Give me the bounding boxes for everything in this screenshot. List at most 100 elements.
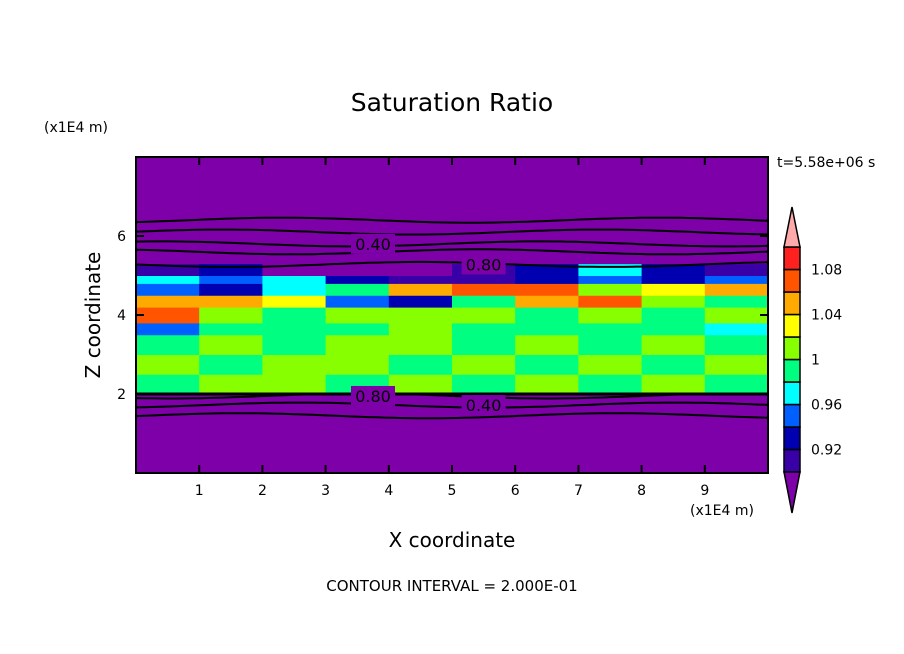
time-annotation: t=5.58e+06 s [777,155,876,171]
colorbar-box [783,448,801,473]
x-tick-label: 3 [321,483,330,499]
field-cell [578,283,643,296]
field-cell [325,334,390,355]
field-cell [578,275,643,284]
field-layer [136,157,768,473]
field-cell [452,334,516,355]
field-cell [704,374,768,395]
y-axis-unit: (x1E4 m) [44,120,108,136]
field-cell [262,307,327,324]
field-cell [388,157,453,265]
field-cell [388,275,453,284]
field-cell [388,295,453,308]
contour-label-layer: 0.40 0.80 0.80 0.40 [351,233,506,416]
x-tick-label: 9 [700,483,709,499]
field-cell [388,334,453,355]
contour-line [136,401,768,409]
field-cell [515,322,579,336]
field-cell [704,283,768,296]
colorbar-box [783,358,801,383]
field-cell [641,374,706,395]
field-cell [578,157,643,265]
field-cell [199,283,263,296]
field-cell [452,283,516,296]
field-cell [515,275,579,284]
y-tick-label: 4 [117,308,126,324]
field-cell [388,374,453,395]
field-cell [136,157,200,265]
colorbar-tick-label: 1 [811,353,820,369]
x-tick-label: 2 [258,483,267,499]
field-cell [262,354,327,375]
colorbar-tick-label: 0.92 [811,443,842,459]
field-cell [704,354,768,375]
x-tick-label: 5 [448,483,457,499]
contour-interval-note: CONTOUR INTERVAL = 2.000E-01 [326,577,578,595]
contour-line [136,228,768,236]
field-cell [578,354,643,375]
field-cell [136,334,200,355]
contour-line [136,248,768,256]
field-cell [262,394,327,473]
colorbar-over-triangle [783,206,801,248]
x-tick-label: 6 [511,483,520,499]
colorbar-tick-label: 1.04 [811,308,842,324]
field-cell [515,283,579,296]
chart-title: Saturation Ratio [350,88,554,117]
field-cell [325,307,390,324]
field-cell [515,157,579,265]
field-cell [325,354,390,375]
y-tick-label: 6 [117,229,126,245]
colorbar-tick-label: 0.96 [811,398,842,414]
field-cell [262,322,327,336]
contour-label-bg [461,395,506,416]
colorbar-box [783,403,801,428]
field-cell [452,374,516,395]
field-cell [704,295,768,308]
field-cell [199,263,263,276]
contour-label: 0.80 [355,387,391,406]
colorbar-box [783,268,801,293]
field-cell [578,322,643,336]
field-cell [325,394,390,473]
field-cell [515,307,579,324]
colorbar-box [783,336,801,361]
field-cell [704,334,768,355]
field-cell [704,394,768,473]
field-cell [388,322,453,336]
field-cell [325,283,390,296]
contour-label-bg [461,254,506,275]
field-cell [704,307,768,324]
field-cell [262,157,327,265]
field-cell [199,295,263,308]
field-cell [452,157,516,265]
x-axis-unit: (x1E4 m) [690,503,754,519]
field-cell [262,275,327,284]
field-cell [641,295,706,308]
field-cell [325,263,390,276]
field-cell [325,322,390,336]
field-cell [136,322,200,336]
field-cell [388,354,453,375]
field-cell [199,334,263,355]
field-cell [641,394,706,473]
field-cell [388,263,453,276]
field-cell [578,295,643,308]
colorbar-box [783,291,801,316]
field-cell [199,307,263,324]
field-cell [515,334,579,355]
x-tick-label: 8 [637,483,646,499]
field-cell [515,295,579,308]
contour-label: 0.40 [355,235,391,254]
field-cell [199,157,263,265]
field-cell [136,275,200,284]
contour-label: 0.40 [466,396,502,415]
field-cell [641,334,706,355]
field-cell [136,374,200,395]
field-cell [641,275,706,284]
x-tick-label: 4 [384,483,393,499]
contour-label: 0.80 [466,255,502,274]
field-cell [136,307,200,324]
field-cell [452,307,516,324]
field-cell [136,354,200,375]
